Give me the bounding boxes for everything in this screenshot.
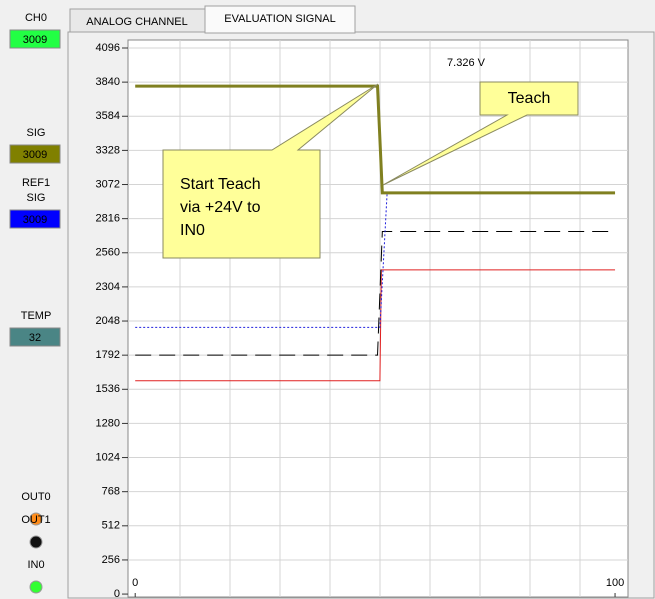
series-line: [135, 269, 616, 382]
y-tick-label: 2304: [96, 281, 120, 293]
led-label: OUT0: [21, 491, 50, 503]
led-label: OUT1: [21, 514, 50, 526]
y-tick-label: 1024: [96, 451, 120, 463]
indicator-label: REF1: [22, 177, 50, 189]
tab-active[interactable]: [204, 5, 356, 34]
callout-text: IN0: [180, 222, 205, 239]
callout: [382, 81, 579, 186]
indicator-box: [9, 144, 61, 164]
led: [29, 580, 43, 594]
callout-text: Teach: [508, 90, 551, 107]
x-tick-label: 100: [606, 577, 624, 589]
led: [29, 512, 43, 526]
indicator-value: 32: [29, 332, 41, 344]
y-tick-label: 1792: [96, 349, 120, 361]
callout: [162, 83, 379, 259]
led: [29, 535, 43, 549]
indicator-value: 3009: [23, 149, 47, 161]
plot-area: [127, 39, 629, 598]
callout-text: Start Teach: [180, 176, 261, 193]
y-tick-label: 256: [102, 554, 120, 566]
y-tick-label: 3840: [96, 76, 120, 88]
led-label: IN0: [27, 559, 44, 571]
indicator-box: [9, 209, 61, 229]
y-tick-label: 1280: [96, 417, 120, 429]
indicator-label: CH0: [25, 12, 47, 24]
y-tick-label: 0: [114, 588, 120, 599]
tab-label[interactable]: EVALUATION SIGNAL: [224, 13, 335, 25]
callout-text: via +24V to: [180, 199, 261, 216]
y-tick-label: 2560: [96, 247, 120, 259]
y-tick-label: 3584: [96, 110, 120, 122]
x-tick-label: 0: [132, 577, 138, 589]
y-tick-label: 3328: [96, 144, 120, 156]
indicator-label: SIG: [27, 127, 46, 139]
indicator-box: [9, 327, 61, 347]
indicator-label: SIG: [27, 192, 46, 204]
tab-label[interactable]: ANALOG CHANNEL: [86, 16, 187, 28]
indicator-value: 3009: [23, 214, 47, 226]
y-tick-label: 3072: [96, 178, 120, 190]
y-tick-label: 2048: [96, 315, 120, 327]
indicator-value: 3009: [23, 34, 47, 46]
indicator-label: TEMP: [21, 310, 52, 322]
series-line: [135, 230, 616, 356]
y-tick-label: 768: [102, 486, 120, 498]
annotation: 7.326 V: [447, 57, 486, 69]
y-tick-label: 1536: [96, 383, 120, 395]
series-line: [135, 84, 616, 195]
y-tick-label: 512: [102, 520, 120, 532]
y-tick-label: 2816: [96, 213, 120, 225]
indicator-box: [9, 29, 61, 49]
y-tick-label: 4096: [96, 42, 120, 54]
